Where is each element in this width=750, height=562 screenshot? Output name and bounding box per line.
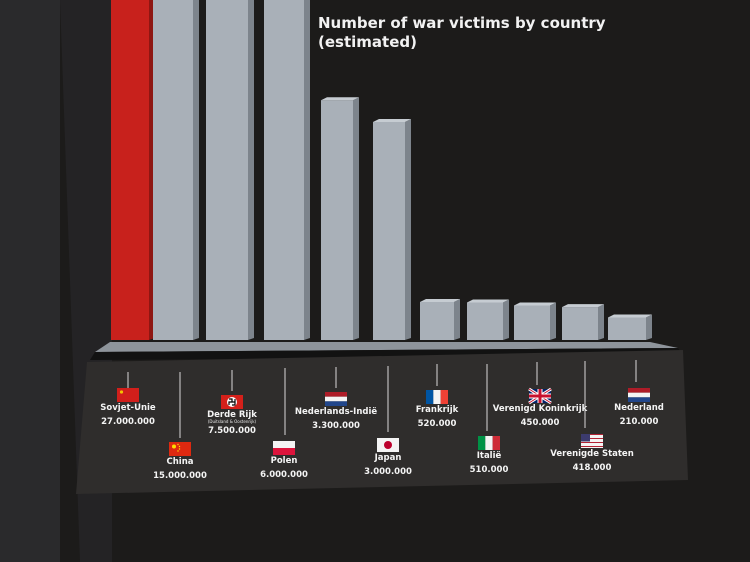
category-name: Italië: [477, 451, 502, 461]
bar-frankrijk: [420, 299, 460, 340]
value-label: 7.500.000: [208, 426, 256, 436]
flag-usa-icon: [581, 434, 603, 448]
bar-nederland: [608, 314, 652, 340]
label-derde-rijk: Derde Rijk(Duitsland & Oostenrijk) 7.500.…: [207, 370, 257, 436]
chart-title-line-1: Number of war victims by country: [318, 14, 606, 32]
label-china: China 15.000.000: [153, 372, 207, 481]
category-name: Nederlands-Indië: [295, 407, 378, 417]
category-name: China: [167, 457, 194, 467]
label-polen: Polen 6.000.000: [260, 368, 308, 480]
label-nederland: Nederland 210.000: [614, 360, 664, 427]
category-name: Verenigd Koninkrijk: [493, 404, 588, 414]
category-name: Derde Rijk: [207, 410, 257, 420]
flag-france-icon: [426, 390, 448, 404]
label-nederlands-indie: Nederlands-Indië 3.300.000: [295, 367, 378, 431]
flag-italy-icon: [478, 436, 500, 450]
bar-italie: [467, 299, 509, 340]
category-note: (Duitsland & Oostenrijk): [208, 419, 257, 424]
label-italie: Italië 510.000: [470, 364, 509, 475]
bar-shelf: [95, 342, 678, 352]
flag-poland-icon: [273, 441, 295, 455]
chart-title-line-2: (estimated): [318, 33, 417, 51]
label-panel: [76, 350, 688, 494]
value-label: 3.300.000: [312, 421, 360, 431]
category-name: Japan: [374, 453, 402, 463]
value-label: 27.000.000: [101, 417, 155, 427]
bar-verenigd-koninkrijk: [514, 302, 556, 340]
label-japan: Japan 3.000.000: [364, 366, 412, 477]
bar-derde-rijk: [206, 0, 254, 340]
flag-reich-icon: [221, 395, 243, 409]
value-label: 210.000: [620, 417, 659, 427]
label-frankrijk: Frankrijk 520.000: [416, 364, 459, 429]
value-label: 510.000: [470, 465, 509, 475]
flag-china-icon: [169, 442, 191, 456]
flag-netherlands-icon: [628, 388, 650, 402]
bars: [111, 0, 652, 340]
category-name: Verenigde Staten: [550, 449, 634, 459]
bar-china: [153, 0, 199, 340]
bar-sovjet-unie: [111, 0, 155, 340]
label-verenigde-staten: Verenigde Staten 418.000: [550, 361, 634, 473]
value-label: 450.000: [521, 418, 560, 428]
bar-polen: [264, 0, 310, 340]
bar-verenigde-staten: [562, 304, 604, 340]
value-label: 3.000.000: [364, 467, 412, 477]
category-name: Nederland: [614, 403, 664, 413]
value-label: 15.000.000: [153, 471, 207, 481]
bar-nederlands-indie: [321, 97, 359, 340]
category-name: Polen: [271, 456, 298, 466]
flag-japan-icon: [377, 438, 399, 452]
flag-uk-icon: [528, 387, 552, 405]
labels: Sovjet-Unie 27.000.000 China 15.000.000 Derd…: [100, 360, 664, 481]
flag-ussr-icon: [117, 388, 139, 402]
value-label: 418.000: [573, 463, 612, 473]
category-name: Frankrijk: [416, 405, 459, 415]
label-verenigd-koninkrijk: Verenigd Koninkrijk 450.000: [493, 362, 588, 428]
value-label: 520.000: [418, 419, 457, 429]
wall-edge: [0, 0, 60, 562]
value-label: 6.000.000: [260, 470, 308, 480]
category-name: Sovjet-Unie: [100, 403, 156, 413]
flag-netherlands-icon: [325, 392, 347, 406]
bar-japan: [373, 119, 411, 340]
label-sovjet-unie: Sovjet-Unie 27.000.000: [100, 372, 156, 427]
